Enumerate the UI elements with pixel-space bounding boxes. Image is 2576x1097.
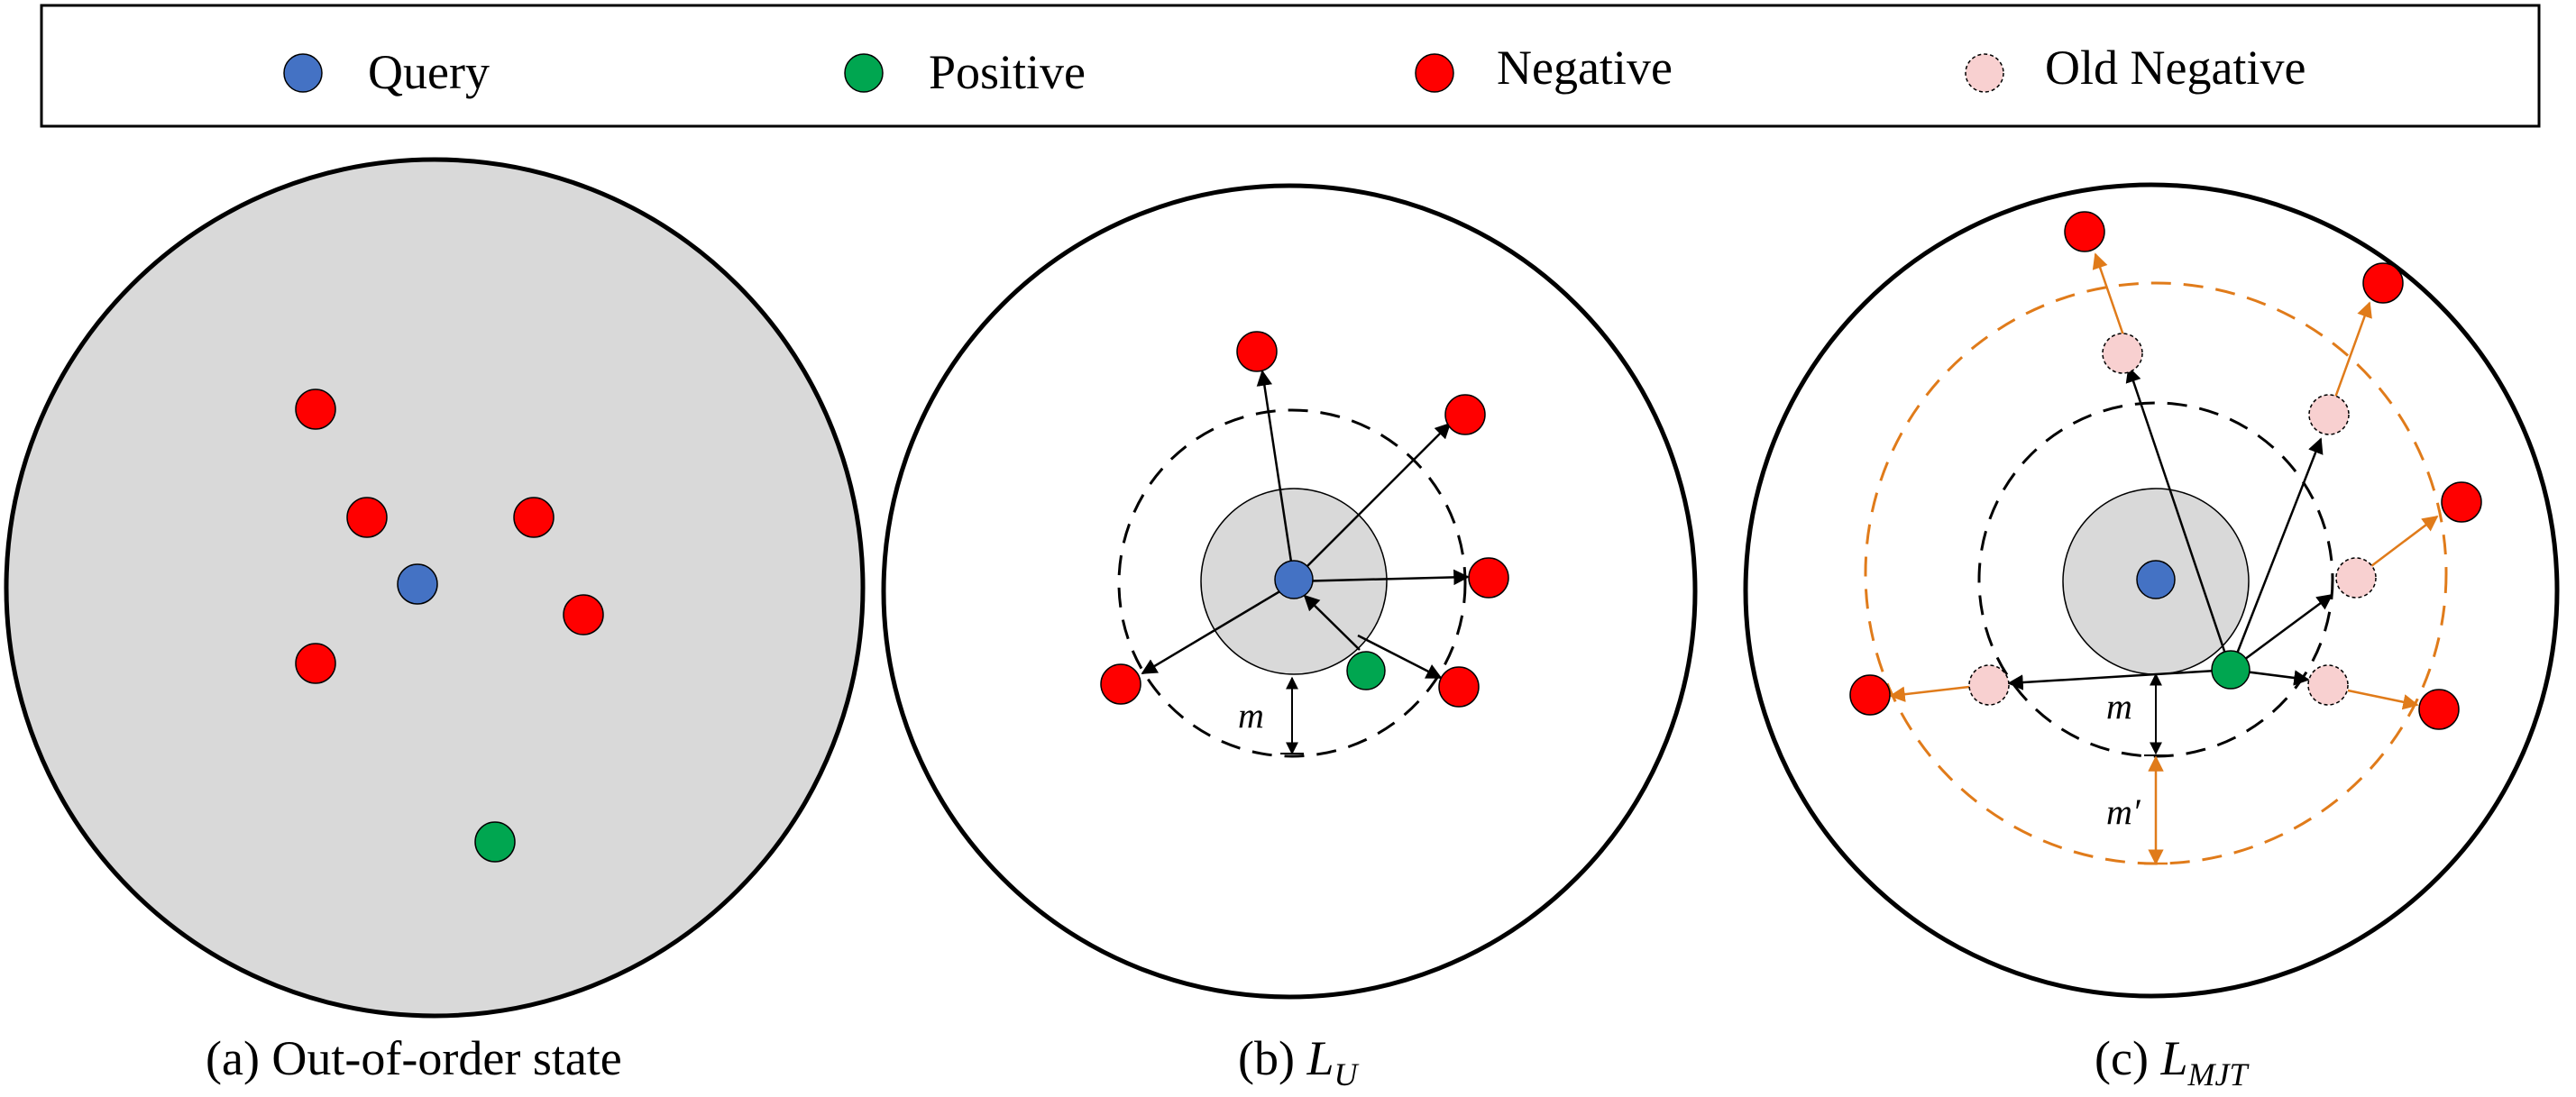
panel-c-old-negative	[2335, 557, 2377, 599]
panel-c-negative	[2441, 481, 2482, 523]
panel-b-push-arrow	[1357, 634, 1443, 680]
panel-a-negative	[563, 594, 604, 635]
panel-c-black-arrow	[2229, 437, 2324, 671]
caption-b-sub: U	[1334, 1056, 1360, 1092]
panel-c-positive	[2211, 650, 2251, 690]
panel-b-negative	[1468, 557, 1509, 599]
caption-c: (c) LMJT	[2095, 1031, 2250, 1092]
panel-b-push-arrow	[1141, 582, 1293, 675]
panel-c-old-negative	[2308, 394, 2350, 435]
panel-c-orange-arrow	[2092, 252, 2125, 336]
panel-b: m	[881, 183, 1698, 1000]
panel-c-orange-arrow	[1889, 685, 1970, 702]
panel-b-margin-label: m	[1238, 695, 1264, 736]
caption-b-prefix: (b)	[1238, 1031, 1306, 1085]
panel-c-negative	[2418, 689, 2460, 730]
panel-c-orange-arrow	[2347, 689, 2419, 710]
panel-b-push-arrow	[1293, 569, 1470, 586]
panel-c-black-arrow	[2230, 593, 2333, 672]
panel-c-orange-arrow	[2370, 515, 2439, 567]
panel-a-negative	[295, 389, 336, 430]
panel-a	[4, 157, 866, 1019]
panel-b-negative	[1444, 394, 1486, 435]
panel-a-negative	[295, 643, 336, 684]
caption-c-main: L	[2159, 1031, 2187, 1085]
panel-c-margin-label: m	[2106, 686, 2132, 727]
panel-c-black-arrow	[2125, 366, 2232, 671]
panel-c-negative	[2362, 262, 2404, 304]
panel-b-push-arrow	[1293, 422, 1452, 580]
panel-c-query	[2136, 560, 2176, 599]
caption-c-prefix: (c)	[2095, 1031, 2160, 1085]
caption-a: (a) Out-of-order state	[206, 1031, 622, 1085]
panel-c-extended-margin-label: m′	[2106, 791, 2141, 832]
panel-c-old-negative	[1968, 664, 2010, 706]
panel-b-positive	[1346, 651, 1386, 690]
legend-old-negative-label: Old Negative	[2045, 41, 2306, 95]
caption-c-sub: MJT	[2186, 1056, 2250, 1092]
panel-c-orange-arrow	[2333, 301, 2372, 398]
panel-c-old-negative	[2102, 333, 2143, 374]
panel-b-negative	[1236, 331, 1278, 372]
panel-b-negative	[1100, 663, 1141, 705]
legend-query-label: Query	[368, 45, 490, 99]
panel-b-pull-arrow	[1303, 594, 1361, 651]
legend-query-marker	[283, 53, 323, 93]
panel-a-positive	[474, 821, 516, 863]
panel-a-negative	[513, 497, 555, 538]
legend-positive-marker	[844, 53, 884, 93]
panel-c-negative	[2064, 211, 2105, 252]
caption-b: (b) LU	[1238, 1031, 1360, 1092]
legend-box	[40, 4, 2541, 128]
legend-negative-label: Negative	[1497, 41, 1673, 95]
panel-c-old-negative	[2307, 664, 2349, 706]
panel-c: m m′	[1743, 182, 2560, 999]
panel-a-query	[397, 563, 438, 605]
panel-c-negative	[1849, 674, 1891, 716]
panel-b-negative	[1438, 666, 1480, 708]
panel-a-negative	[346, 497, 388, 538]
caption-b-main: L	[1306, 1031, 1334, 1085]
legend-positive-label: Positive	[929, 45, 1086, 99]
panel-b-push-arrow	[1256, 370, 1296, 580]
legend-old-negative-marker	[1965, 53, 2004, 93]
legend: Query Positive Negative Old Negative	[40, 4, 2541, 128]
panel-c-black-arrow	[2007, 668, 2232, 690]
panel-b-query	[1274, 560, 1314, 599]
legend-negative-marker	[1415, 53, 1454, 93]
